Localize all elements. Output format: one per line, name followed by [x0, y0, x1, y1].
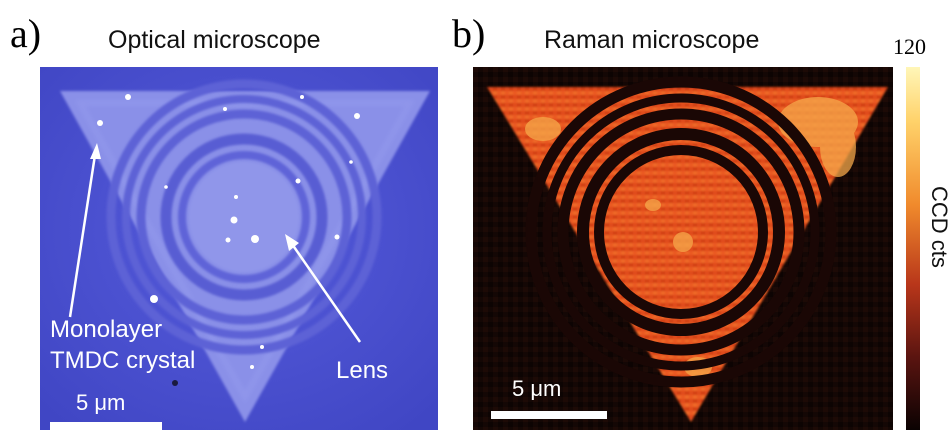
panel-b-letter: b) — [452, 11, 486, 56]
optical-bright-spots — [97, 94, 360, 369]
colorbar-axis-label: CCD cts — [927, 186, 952, 268]
optical-scale-bar — [50, 422, 162, 430]
raman-scale-bar — [491, 411, 607, 419]
label-lens: Lens — [336, 357, 389, 384]
optical-lens-rings — [106, 79, 382, 355]
optical-microscope-image — [40, 67, 438, 430]
colorbar-max-label: 120 — [893, 34, 926, 59]
optical-lens-center — [189, 162, 299, 272]
raman-microscope-image — [473, 67, 893, 430]
raman-lens-rings — [525, 76, 837, 388]
label-monolayer-line1: Monolayer — [50, 316, 163, 343]
raman-scale-bar-label: 5 μm — [512, 376, 562, 401]
panel-a-letter: a) — [10, 11, 42, 56]
panel-a-title: Optical microscope — [108, 26, 321, 54]
optical-arrows — [68, 143, 362, 343]
optical-scale-bar-label: 5 μm — [76, 390, 126, 415]
panel-b-title: Raman microscope — [544, 26, 760, 54]
raman-colorbar — [906, 67, 920, 430]
label-monolayer-line2: TMDC crystal — [50, 347, 196, 374]
